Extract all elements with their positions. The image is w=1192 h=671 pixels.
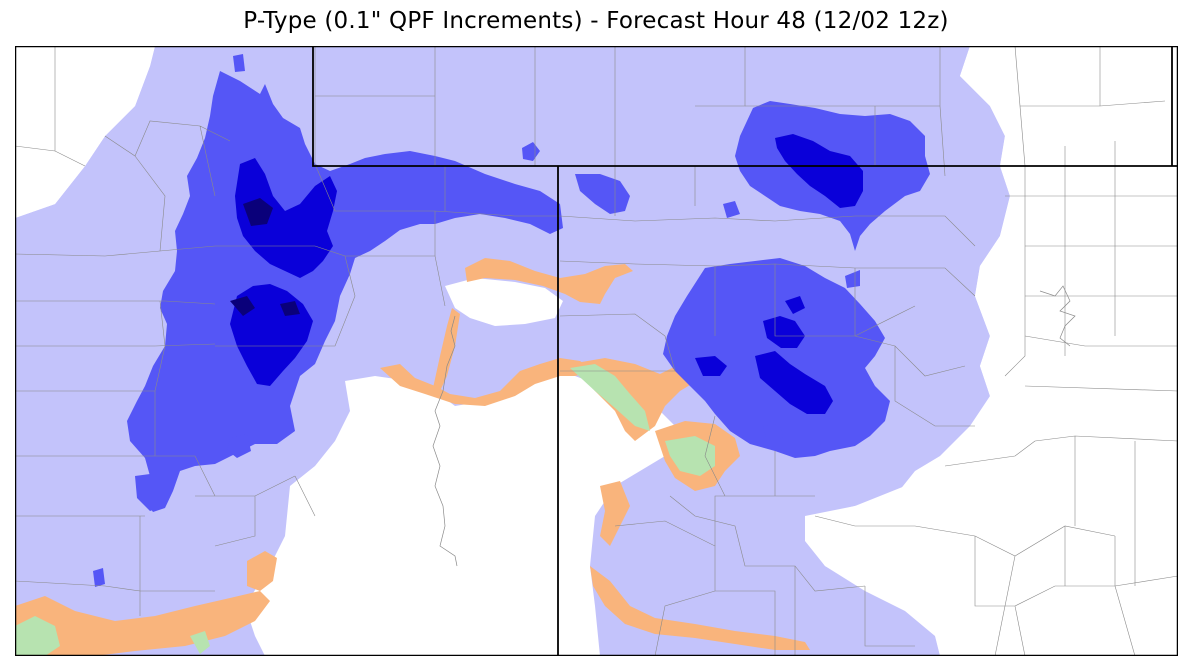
snow-medium-small-3 [135, 474, 165, 511]
mix-band-left-spot [247, 551, 277, 591]
map-frame [15, 46, 1178, 656]
mix-band-bottom-right [590, 566, 810, 650]
state-lines [312, 46, 1178, 656]
snow-medium-small-2 [227, 434, 251, 458]
snow-heavy-east-1 [763, 316, 805, 348]
snow-medium-streak [575, 174, 630, 214]
mix-band-arc [380, 358, 595, 406]
rain-area-2 [665, 436, 715, 476]
clear-region-southeast [805, 436, 1178, 656]
snow-medium-small-4 [93, 568, 105, 587]
clear-region-island [445, 278, 563, 326]
clear-region-east [975, 141, 1178, 441]
mix-band-central [465, 258, 633, 304]
rain-area-3 [15, 616, 60, 656]
snow-extreme-1 [243, 198, 273, 226]
snow-heavy-west-1 [235, 158, 337, 278]
clear-region-northwest [15, 46, 155, 218]
mix-band-river [433, 308, 460, 391]
snow-medium-east-blob [845, 270, 860, 288]
map-title: P-Type (0.1" QPF Increments) - Forecast … [243, 8, 949, 34]
snow-extreme-3 [280, 301, 300, 316]
snow-extreme-2 [230, 296, 255, 316]
snow-heavy-east-2 [755, 351, 833, 414]
snow-heavy-northeast [775, 134, 863, 208]
snow-heavy-east-4 [785, 296, 805, 314]
rain-area-4 [190, 631, 210, 654]
snow-medium-north-dot [522, 142, 540, 161]
mix-band-south [600, 481, 630, 546]
clear-region-south [245, 364, 675, 656]
river-lines [432, 285, 1076, 567]
snow-heavy-east-3 [695, 356, 727, 376]
snow-medium-small-6 [763, 424, 783, 441]
snow-medium-west [127, 71, 563, 512]
rain-area-1 [570, 364, 650, 431]
snow-medium-small-1 [723, 201, 740, 218]
clear-region-northeast [960, 46, 1178, 196]
precip-type-map [15, 46, 1178, 656]
snow-medium-small-5 [233, 54, 245, 72]
